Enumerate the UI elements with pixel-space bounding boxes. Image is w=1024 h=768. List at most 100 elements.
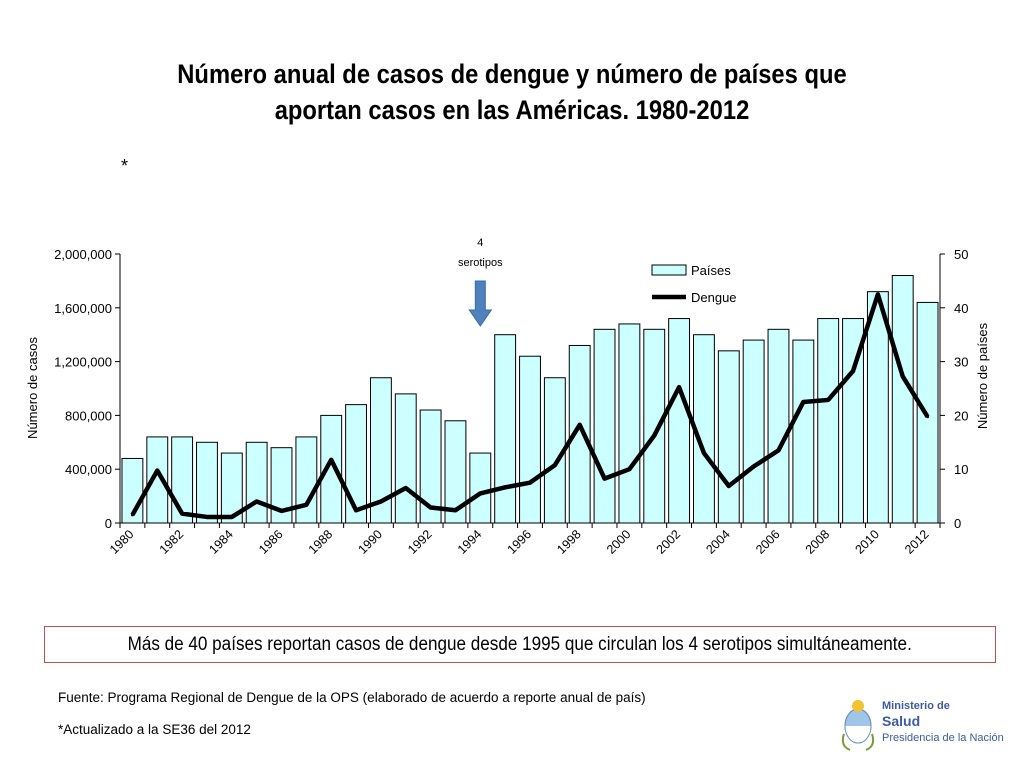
x-tick-label: 1996 (505, 527, 535, 557)
dengue-point-1980 (130, 513, 134, 517)
dengue-point-2002 (677, 385, 681, 389)
dengue-point-1993 (453, 508, 457, 512)
y-left-tick-label: 400,000 (65, 462, 112, 477)
callout-text: Más de 40 países reportan casos de dengu… (127, 634, 913, 655)
x-tick-label: 1998 (554, 527, 584, 557)
bar-1987 (295, 436, 318, 524)
dengue-point-1982 (180, 512, 184, 516)
dengue-point-2007 (801, 400, 805, 404)
annotation-line1: 4 (477, 237, 483, 249)
dengue-point-1984 (230, 515, 234, 519)
y-left-tick-label: 1,600,000 (54, 301, 112, 316)
logo-line3: Presidencia de la Nación (882, 732, 1004, 744)
x-tick-label: 1982 (157, 527, 187, 557)
legend-swatch-paises (651, 264, 687, 276)
bar-2006 (767, 328, 790, 524)
chart-title: Número anual de casos de dengue y número… (177, 59, 847, 125)
y-right-tick-label: 30 (954, 355, 968, 370)
bar-1985 (245, 441, 268, 524)
x-tick-label: 2010 (852, 527, 882, 557)
logo-line1: Ministerio de (882, 700, 950, 712)
x-tick-label: 2012 (902, 527, 932, 557)
footnote-text: *Actualizado a la SE36 del 2012 (58, 722, 251, 737)
bar-1999 (593, 328, 616, 524)
dengue-point-2009 (851, 369, 855, 373)
dengue-point-2008 (826, 398, 830, 402)
bar-1995 (494, 334, 517, 524)
y-right-tick-label: 40 (954, 301, 968, 316)
dengue-point-2000 (627, 467, 631, 471)
dengue-chart: 0 400,000 800,000 1,200,000 1,600,000 2,000,0… (25, 237, 990, 557)
x-tick-label: 2006 (753, 527, 783, 557)
dengue-point-1998 (578, 423, 582, 427)
y-left-tick-label: 1,200,000 (54, 355, 112, 370)
x-tick-label: 1986 (256, 527, 286, 557)
dengue-point-1989 (354, 508, 358, 512)
bar-2010 (866, 291, 889, 524)
dengue-point-1988 (329, 458, 333, 462)
x-tick-label: 1984 (206, 527, 236, 557)
y-right-tick-label: 10 (954, 462, 968, 477)
dengue-point-1985 (255, 499, 259, 503)
bar-2004 (717, 350, 740, 524)
bar-2007 (792, 339, 815, 524)
y-left-tick-label: 800,000 (65, 408, 112, 423)
x-tick-label: 1980 (107, 527, 137, 557)
x-tick-label: 1992 (405, 527, 435, 557)
y-left-axis-label: Número de casos (25, 337, 40, 439)
dengue-point-1995 (503, 485, 507, 489)
y-right-tick-label: 50 (954, 247, 968, 262)
dengue-point-1990 (379, 499, 383, 503)
dengue-point-2003 (702, 451, 706, 455)
bar-2011 (891, 275, 914, 524)
line-layer (130, 292, 930, 520)
dengue-point-1996 (528, 481, 532, 485)
dengue-point-1997 (553, 463, 557, 467)
ministry-logo: Ministerio de Salud Presidencia de la Na… (838, 694, 1008, 754)
dengue-point-1987 (304, 503, 308, 507)
bar-2000 (618, 323, 641, 524)
dengue-point-2004 (727, 484, 731, 488)
bar-1994 (469, 452, 492, 524)
dengue-point-1992 (429, 506, 433, 510)
dengue-point-1981 (155, 469, 159, 473)
callout-box: Más de 40 países reportan casos de dengu… (44, 626, 996, 663)
dengue-point-2011 (901, 374, 905, 378)
dengue-point-1991 (404, 486, 408, 490)
dengue-point-1983 (205, 515, 209, 519)
x-tick-label: 1994 (455, 527, 485, 557)
x-tick-label: 1990 (355, 527, 385, 557)
x-tick-label: 1988 (306, 527, 336, 557)
x-tick-label: 2004 (703, 527, 733, 557)
y-right-tick-label: 0 (954, 516, 961, 531)
bar-2005 (742, 339, 765, 524)
dengue-point-2005 (752, 465, 756, 469)
y-right-axis-label: Número de países (975, 322, 990, 429)
dengue-point-2006 (776, 448, 780, 452)
dengue-point-2010 (876, 292, 880, 296)
dengue-point-2012 (926, 415, 930, 419)
coat-of-arms-icon (841, 700, 875, 751)
x-tick-label: 2002 (654, 527, 684, 557)
bar-2002 (668, 318, 691, 524)
bar-2008 (817, 318, 840, 524)
legend: Países Dengue (646, 257, 751, 312)
source-text: Fuente: Programa Regional de Dengue de l… (58, 690, 646, 705)
bar-1996 (519, 355, 541, 524)
asterisk-note-marker: * (121, 156, 129, 176)
legend-label-paises: Países (691, 263, 731, 278)
bar-1983 (196, 441, 218, 524)
serotype-annotation: 4 serotipos (458, 237, 503, 327)
dengue-point-1999 (603, 477, 607, 481)
y-right-tick-label: 20 (954, 408, 968, 423)
annotation-line2: serotipos (458, 257, 503, 269)
x-tick-label: 2008 (803, 527, 833, 557)
dengue-point-1994 (478, 491, 482, 495)
y-left-tick-label: 2,000,000 (54, 247, 112, 262)
dengue-point-2001 (652, 434, 656, 438)
bar-1991 (394, 393, 417, 524)
logo-line2: Salud (882, 713, 921, 729)
y-left-tick-label: 0 (105, 516, 112, 531)
arrow-down-icon (468, 280, 493, 327)
dengue-point-1986 (280, 509, 284, 513)
